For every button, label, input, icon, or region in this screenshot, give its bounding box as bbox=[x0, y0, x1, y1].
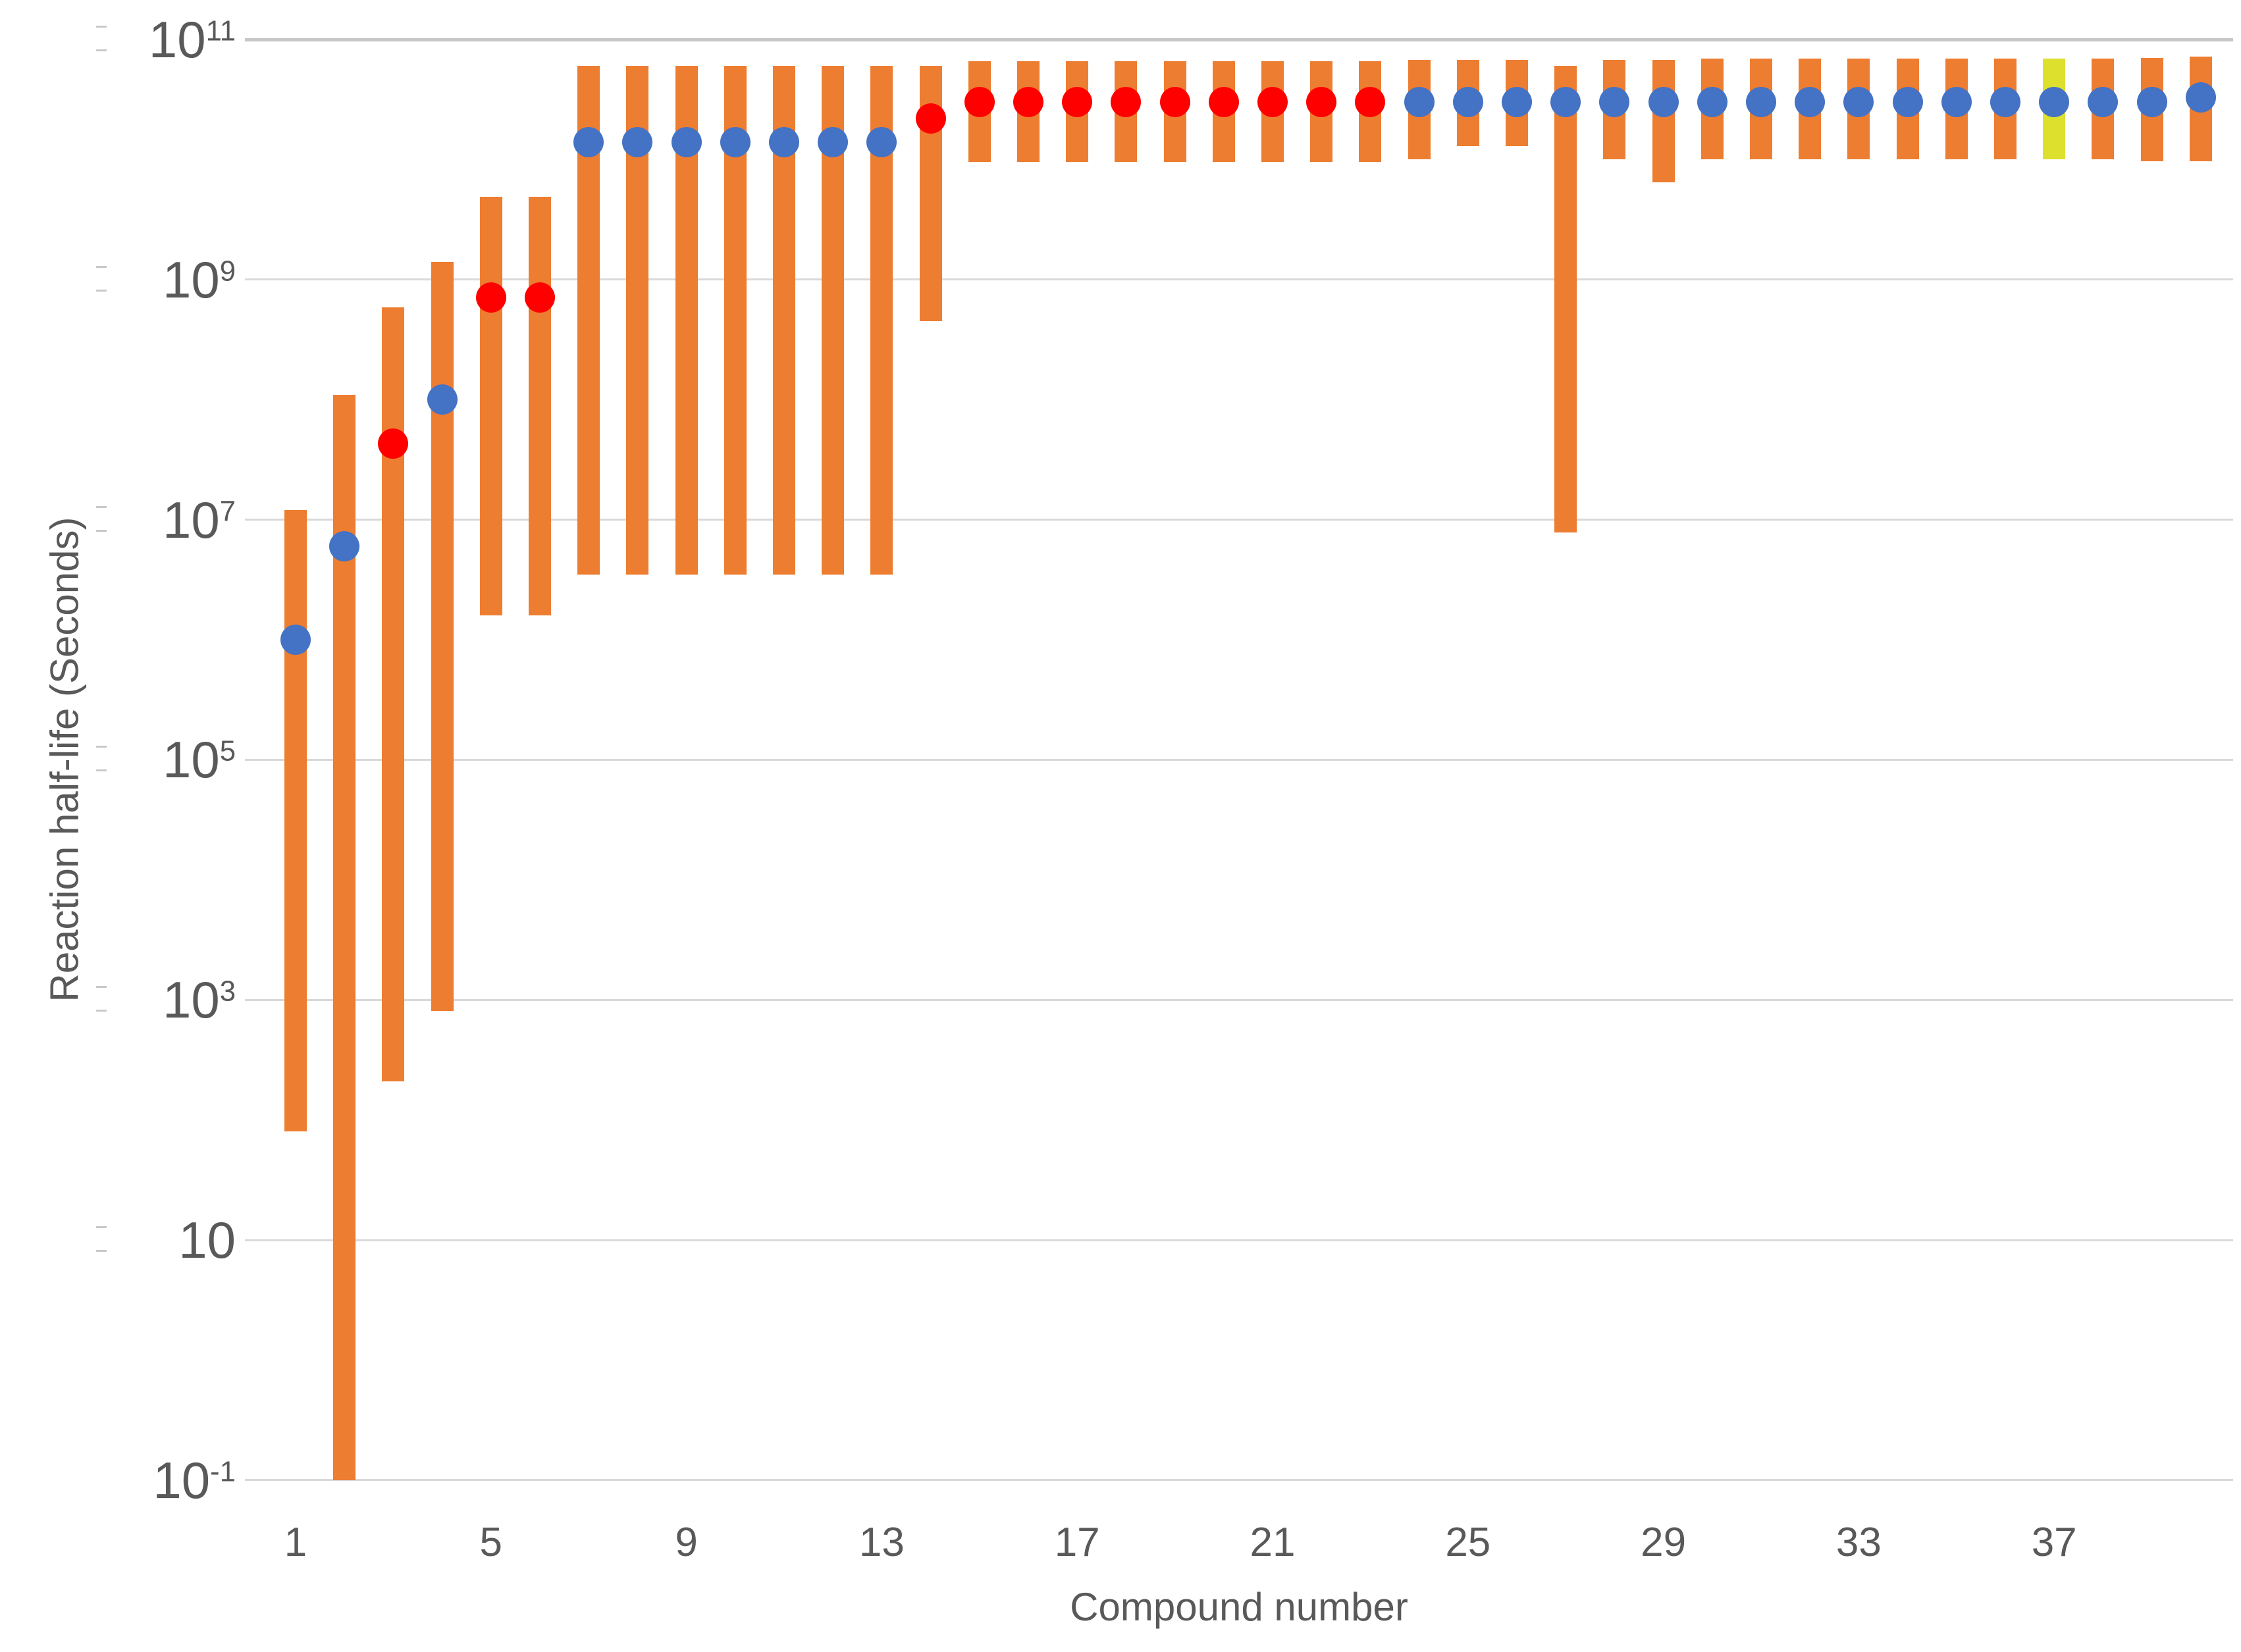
marker-dot-blue bbox=[622, 126, 653, 157]
marker-dot-red bbox=[378, 428, 409, 459]
marker-dot-red bbox=[1062, 87, 1093, 118]
y-axis-tick-label: 105 bbox=[162, 731, 236, 789]
marker-dot-blue bbox=[1941, 87, 1972, 118]
marker-dot-blue bbox=[720, 126, 751, 157]
marker-dot-blue bbox=[1550, 87, 1581, 118]
x-axis-tick-label: 17 bbox=[1054, 1520, 1100, 1565]
range-bar bbox=[1652, 59, 1675, 182]
y-axis-minor-tick bbox=[96, 986, 107, 989]
marker-dot-red bbox=[1306, 87, 1337, 118]
marker-dot-blue bbox=[1795, 87, 1826, 118]
x-axis-tick-label: 37 bbox=[2031, 1520, 2077, 1565]
marker-dot-red bbox=[1111, 87, 1142, 118]
gridline bbox=[245, 38, 2233, 41]
x-axis-tick-label: 25 bbox=[1445, 1520, 1491, 1565]
marker-dot-blue bbox=[2039, 87, 2070, 118]
marker-dot-blue bbox=[1843, 87, 1874, 118]
marker-dot-red bbox=[475, 282, 506, 313]
x-axis-title: Compound number bbox=[1070, 1585, 1408, 1629]
marker-dot-red bbox=[525, 282, 555, 313]
y-axis-tick-label: 1011 bbox=[148, 11, 236, 68]
y-axis-tick-label: 107 bbox=[162, 490, 236, 549]
y-axis-minor-tick bbox=[96, 265, 107, 268]
marker-dot-blue bbox=[1892, 87, 1923, 118]
gridline bbox=[245, 1479, 2233, 1482]
marker-dot-blue bbox=[1452, 87, 1483, 118]
range-bar bbox=[333, 394, 356, 1480]
range-bar bbox=[382, 307, 405, 1081]
marker-dot-red bbox=[1159, 87, 1190, 118]
range-bar bbox=[284, 510, 307, 1132]
y-axis-minor-tick bbox=[96, 505, 107, 508]
y-axis-minor-tick bbox=[96, 26, 107, 28]
y-axis-minor-tick bbox=[96, 746, 107, 748]
marker-dot-blue bbox=[329, 531, 360, 562]
marker-dot-red bbox=[1208, 87, 1239, 118]
range-bar bbox=[479, 196, 502, 615]
y-axis-tick-label: 103 bbox=[162, 971, 236, 1029]
marker-dot-blue bbox=[1697, 87, 1727, 118]
y-axis-tick-label: 10 bbox=[178, 1211, 236, 1269]
y-axis-tick-label: 10-1 bbox=[153, 1451, 236, 1509]
gridline bbox=[245, 519, 2233, 521]
x-axis-tick-label: 21 bbox=[1250, 1520, 1296, 1565]
gridline bbox=[245, 758, 2233, 761]
marker-dot-blue bbox=[1648, 87, 1679, 118]
marker-dot-blue bbox=[1404, 87, 1435, 118]
marker-dot-blue bbox=[1990, 87, 2020, 118]
marker-dot-blue bbox=[1599, 87, 1630, 118]
y-axis-minor-tick bbox=[96, 769, 107, 772]
y-axis-minor-tick bbox=[96, 1226, 107, 1228]
marker-dot-red bbox=[1257, 87, 1288, 118]
x-axis-tick-label: 5 bbox=[479, 1520, 503, 1565]
marker-dot-blue bbox=[1746, 87, 1776, 118]
x-axis-tick-label: 33 bbox=[1835, 1520, 1882, 1565]
marker-dot-blue bbox=[769, 126, 799, 157]
range-bar bbox=[431, 262, 454, 1011]
x-axis-tick-label: 9 bbox=[675, 1520, 698, 1565]
y-axis-minor-tick bbox=[96, 1250, 107, 1252]
marker-dot-blue bbox=[573, 126, 604, 157]
gridline bbox=[245, 278, 2233, 281]
x-axis-tick-label: 13 bbox=[858, 1520, 905, 1565]
marker-dot-blue bbox=[818, 126, 849, 157]
marker-dot-blue bbox=[671, 126, 702, 157]
y-axis-minor-tick bbox=[96, 289, 107, 292]
y-axis-minor-tick bbox=[96, 49, 107, 51]
marker-dot-red bbox=[1355, 87, 1386, 118]
range-bar bbox=[1554, 66, 1577, 533]
marker-dot-blue bbox=[866, 126, 897, 157]
range-bar bbox=[529, 196, 551, 615]
marker-dot-blue bbox=[2185, 82, 2216, 113]
gridline bbox=[245, 998, 2233, 1001]
marker-dot-blue bbox=[1502, 87, 1532, 118]
marker-dot-red bbox=[1013, 87, 1043, 118]
gridline bbox=[245, 1239, 2233, 1241]
y-axis-minor-tick bbox=[96, 1010, 107, 1012]
x-axis-tick-label: 29 bbox=[1641, 1520, 1687, 1565]
marker-dot-red bbox=[964, 87, 995, 118]
marker-dot-blue bbox=[2088, 87, 2119, 118]
marker-dot-blue bbox=[427, 384, 458, 415]
marker-dot-blue bbox=[280, 625, 311, 655]
x-axis-tick-label: 1 bbox=[284, 1520, 307, 1565]
y-axis-title: Reaction half-life (Seconds) bbox=[42, 517, 87, 1002]
y-axis-tick-label: 109 bbox=[162, 250, 236, 309]
marker-dot-blue bbox=[2136, 87, 2167, 118]
y-axis-minor-tick bbox=[96, 529, 107, 532]
marker-dot-red bbox=[915, 103, 946, 134]
